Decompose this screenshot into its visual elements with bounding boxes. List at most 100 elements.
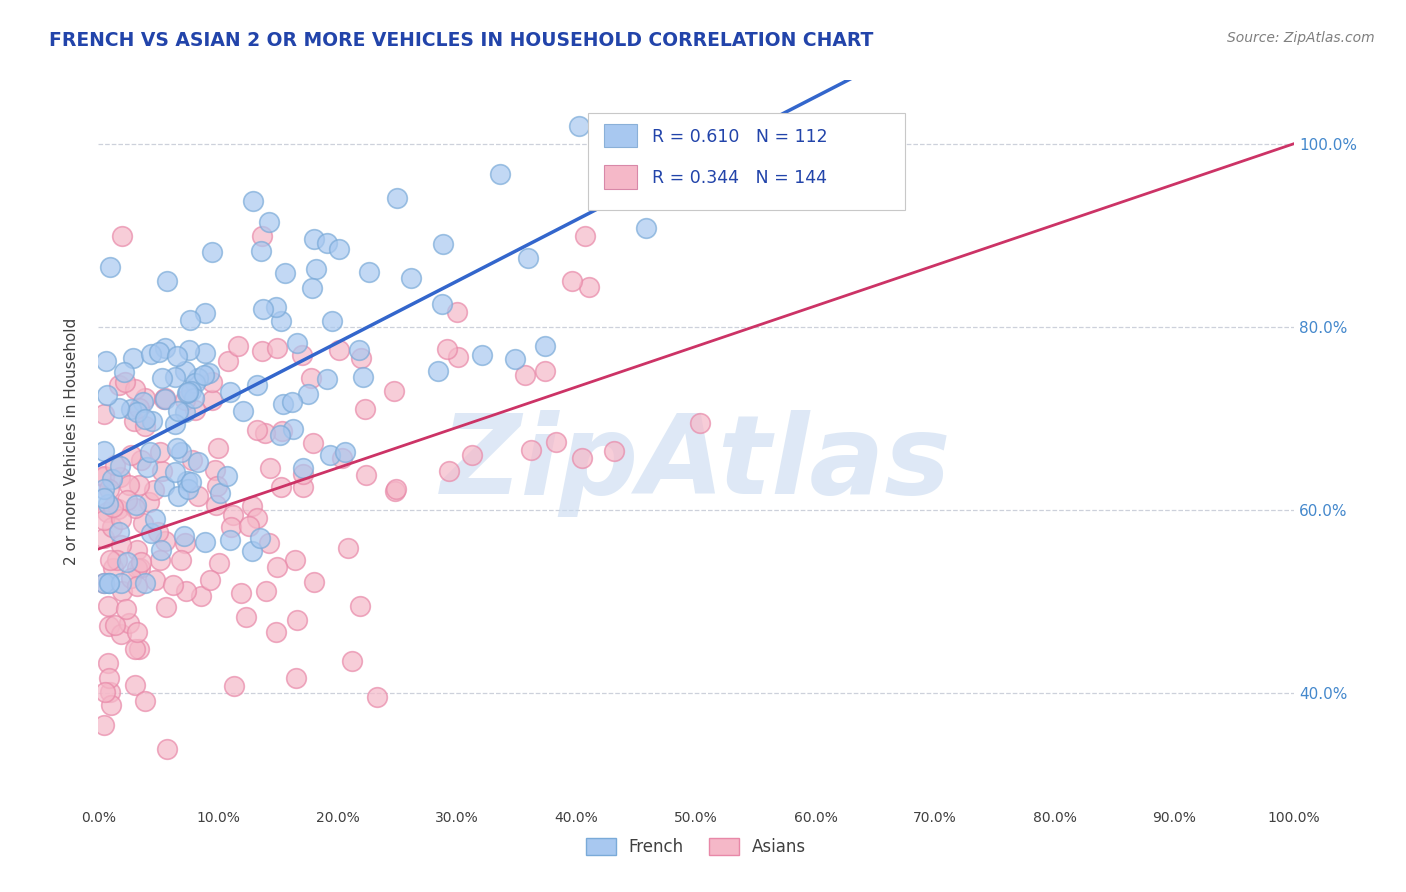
Point [285,671,308,685]
Point [118,616,141,631]
Point [129,555,152,569]
Point [201,393,224,408]
Point [93,469,115,483]
Text: FRENCH VS ASIAN 2 OR MORE VEHICLES IN HOUSEHOLD CORRELATION CHART: FRENCH VS ASIAN 2 OR MORE VEHICLES IN HO… [49,31,873,50]
Point [120,448,142,462]
Point [181,452,204,467]
Point [108,469,131,483]
Point [198,366,221,380]
Point [232,404,254,418]
Point [183,391,205,405]
Point [229,586,252,600]
Point [107,553,129,567]
Point [103,560,125,574]
Point [108,378,131,392]
Point [200,573,222,587]
Point [176,385,198,400]
Point [141,347,163,361]
Point [150,464,173,478]
Point [328,242,350,256]
Point [304,232,326,246]
Point [129,453,152,467]
Point [100,520,122,534]
Point [149,552,172,566]
Point [110,627,132,641]
Point [254,584,277,599]
Point [292,461,315,475]
Point [366,690,388,704]
Point [201,245,224,260]
Point [141,525,163,540]
Point [285,613,308,627]
Point [120,401,142,416]
Point [219,384,242,399]
Point [132,516,155,530]
Point [568,119,591,133]
Point [121,351,143,366]
Point [166,349,188,363]
Point [226,339,249,353]
Point [165,369,187,384]
Point [134,419,156,434]
Point [292,467,315,481]
Point [173,364,195,378]
Point [221,520,243,534]
Point [142,483,165,498]
Point [436,342,458,356]
Point [97,599,120,613]
Point [155,533,177,548]
Point [132,395,155,409]
Point [224,679,246,693]
Point [170,553,193,567]
Point [96,505,118,519]
Point [180,475,202,489]
Point [125,578,148,592]
Point [356,467,378,482]
Point [432,297,454,311]
Point [246,377,269,392]
Text: ZipAtlas: ZipAtlas [440,409,952,516]
Point [115,493,138,508]
Point [134,576,156,591]
Point [201,375,224,389]
Point [328,343,350,357]
Point [93,443,115,458]
Point [207,441,229,455]
Point [218,533,240,548]
Point [209,486,232,500]
Point [143,512,166,526]
Point [291,347,314,361]
Point [253,425,276,440]
Point [689,416,711,430]
Point [281,395,304,409]
Point [98,260,121,274]
Point [330,451,353,466]
Point [96,388,118,402]
Point [167,404,190,418]
Point [179,313,201,327]
Point [246,511,269,525]
Point [264,625,287,640]
Point [287,336,309,351]
Point [138,494,160,508]
Point [259,215,281,229]
Point [297,386,319,401]
Point [315,372,337,386]
Point [574,228,596,243]
Point [187,371,209,385]
Point [93,470,115,484]
Point [578,280,600,294]
Point [122,414,145,428]
Point [93,576,115,591]
Point [112,365,135,379]
Point [432,237,454,252]
Point [98,482,121,496]
Point [603,443,626,458]
Point [174,405,197,419]
Point [194,306,217,320]
Point [340,654,363,668]
Point [437,464,460,478]
Point [134,412,156,426]
Point [97,497,120,511]
Point [176,474,198,488]
